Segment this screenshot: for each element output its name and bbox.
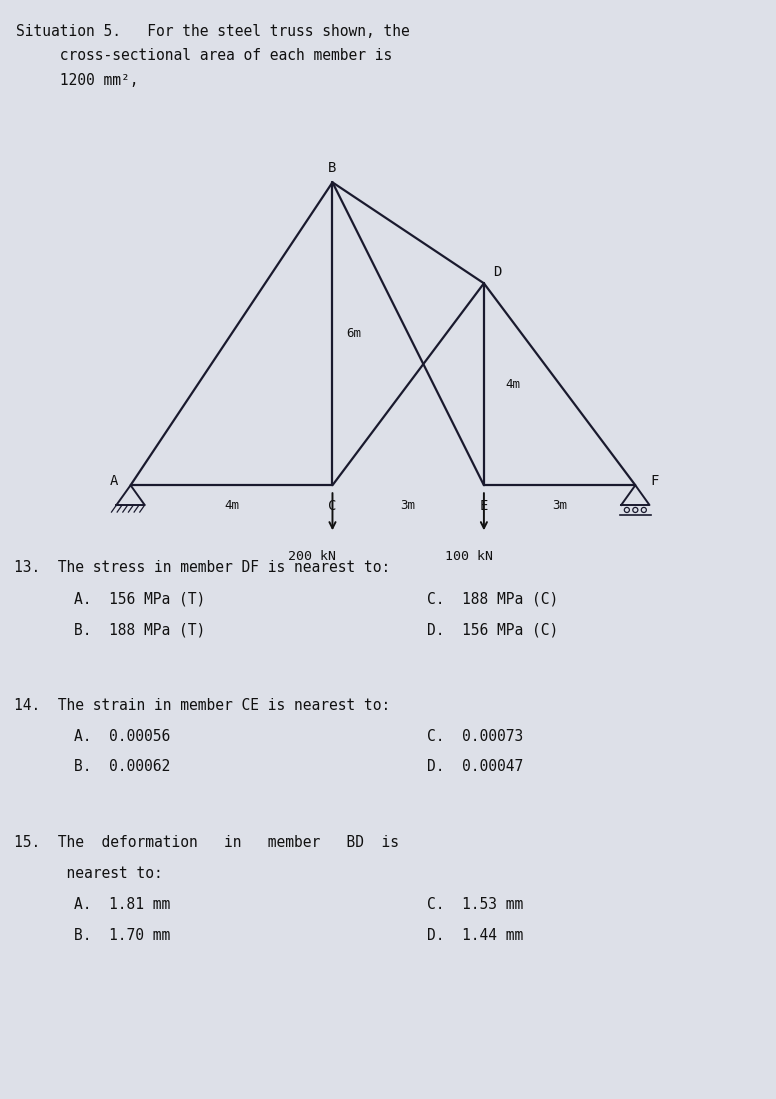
Text: C: C <box>328 499 337 513</box>
Text: 100 kN: 100 kN <box>445 550 493 563</box>
Text: cross-sectional area of each member is: cross-sectional area of each member is <box>16 48 392 64</box>
Text: 15.  The  deformation   in   member   BD  is: 15. The deformation in member BD is <box>14 835 399 851</box>
Text: B.  1.70 mm: B. 1.70 mm <box>74 928 170 943</box>
Text: Situation 5.   For the steel truss shown, the: Situation 5. For the steel truss shown, … <box>16 24 409 40</box>
Text: B: B <box>328 160 337 175</box>
Text: 6m: 6m <box>347 328 362 341</box>
Text: A: A <box>109 474 118 488</box>
Text: D: D <box>493 265 501 279</box>
Text: C.  1.53 mm: C. 1.53 mm <box>427 897 523 912</box>
Text: A.  1.81 mm: A. 1.81 mm <box>74 897 170 912</box>
Text: C.  188 MPa (C): C. 188 MPa (C) <box>427 591 558 607</box>
Text: D.  0.00047: D. 0.00047 <box>427 759 523 775</box>
Text: 13.  The stress in member DF is nearest to:: 13. The stress in member DF is nearest t… <box>14 560 390 576</box>
Text: 3m: 3m <box>400 499 416 512</box>
Text: A.  156 MPa (T): A. 156 MPa (T) <box>74 591 205 607</box>
Text: B.  0.00062: B. 0.00062 <box>74 759 170 775</box>
Text: F: F <box>650 474 659 488</box>
Text: D.  1.44 mm: D. 1.44 mm <box>427 928 523 943</box>
Text: A.  0.00056: A. 0.00056 <box>74 729 170 744</box>
Text: nearest to:: nearest to: <box>14 866 163 881</box>
Text: 14.  The strain in member CE is nearest to:: 14. The strain in member CE is nearest t… <box>14 698 390 713</box>
Text: C.  0.00073: C. 0.00073 <box>427 729 523 744</box>
Text: 4m: 4m <box>505 378 520 391</box>
Text: 1200 mm²,: 1200 mm², <box>16 73 138 88</box>
Text: D.  156 MPa (C): D. 156 MPa (C) <box>427 622 558 637</box>
Text: 4m: 4m <box>224 499 239 512</box>
Text: 200 kN: 200 kN <box>289 550 336 563</box>
Text: B.  188 MPa (T): B. 188 MPa (T) <box>74 622 205 637</box>
Text: E: E <box>480 499 488 513</box>
Text: 3m: 3m <box>552 499 567 512</box>
